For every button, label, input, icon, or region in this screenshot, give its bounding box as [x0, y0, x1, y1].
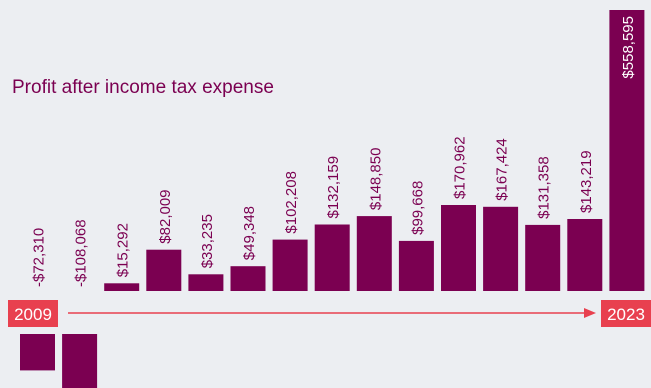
data-label-2016: $132,159	[325, 156, 342, 219]
bar-2015	[272, 239, 308, 291]
bar-2009	[20, 334, 55, 371]
data-label-2017: $148,850	[367, 148, 384, 211]
bar-2013	[188, 274, 224, 291]
start-year-label: 2009	[14, 305, 52, 324]
bar-2014	[230, 266, 266, 291]
end-year-label: 2023	[607, 305, 645, 324]
data-label-2019: $170,962	[452, 136, 469, 199]
data-label-2012: $82,009	[157, 189, 174, 243]
bar-2019	[441, 205, 476, 291]
data-label-2022: $143,219	[578, 150, 595, 213]
data-label-2011: $15,292	[115, 223, 132, 277]
timeline-arrow-head	[584, 308, 596, 318]
bar-2021	[525, 224, 561, 291]
bar-2022	[567, 219, 603, 291]
end-year-badge	[601, 300, 651, 327]
bar-2017	[356, 216, 392, 291]
data-label-2015: $102,208	[283, 171, 300, 234]
bar-2018	[398, 240, 434, 291]
bar-2010	[62, 334, 98, 388]
bar-2020	[483, 206, 519, 291]
start-year-badge	[8, 300, 58, 327]
data-label-2021: $131,358	[536, 156, 553, 219]
data-label-2014: $49,348	[241, 206, 258, 260]
data-label-2020: $167,424	[494, 138, 511, 201]
bar-2011	[104, 283, 140, 291]
bar-2016	[314, 224, 350, 291]
data-label-2009: -$72,310	[31, 228, 48, 287]
bar-2023	[609, 10, 645, 291]
data-label-2013: $33,235	[199, 214, 216, 268]
chart-title: Profit after income tax expense	[12, 77, 274, 98]
data-label-2010: -$108,068	[73, 219, 90, 287]
bar-2012	[146, 249, 182, 291]
data-label-2018: $99,668	[409, 181, 426, 235]
data-label-2023: $558,595	[620, 16, 637, 79]
